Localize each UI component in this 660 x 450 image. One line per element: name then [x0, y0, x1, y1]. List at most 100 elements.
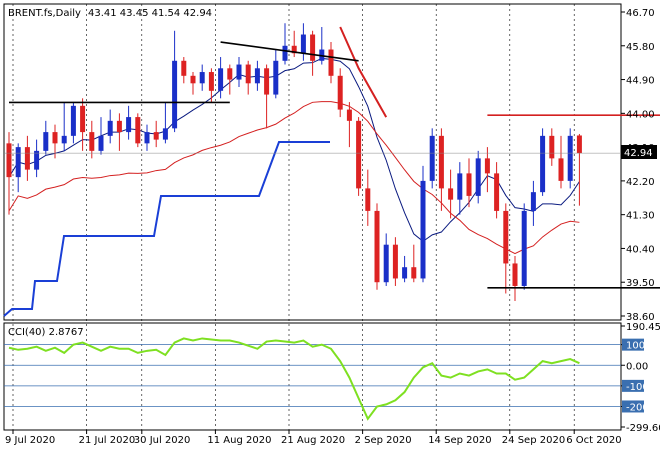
candle-body	[448, 188, 454, 200]
candle-body	[521, 210, 527, 286]
trend-lines	[4, 41, 660, 289]
candle-body	[411, 267, 417, 279]
candle-body	[328, 49, 334, 76]
candle-body	[245, 64, 251, 84]
price-tick-label: 44.00	[626, 109, 655, 120]
candle-body	[98, 135, 104, 151]
candle-body	[181, 60, 187, 76]
ohlc-readout: 43.41 43.45 41.54 42.94	[88, 8, 212, 19]
time-tick-label: 30 Jul 2020	[134, 435, 191, 446]
indicator-lines	[3, 26, 580, 317]
candle-body	[402, 267, 408, 279]
time-tick-label: 14 Sep 2020	[428, 435, 491, 446]
candle-body	[172, 60, 178, 129]
time-tick-label: 2 Sep 2020	[355, 435, 412, 446]
candle-body	[116, 120, 122, 133]
price-tick-label: 39.50	[626, 278, 655, 289]
candle-body	[310, 34, 316, 61]
candle-body	[107, 120, 113, 136]
candle-body	[89, 132, 95, 151]
cci-panel-frame	[3, 322, 622, 431]
cci-label: CCI(40) 2.8767	[8, 327, 84, 338]
candle-body	[34, 150, 40, 170]
vertical-grid	[12, 4, 575, 430]
candle-body	[337, 75, 343, 110]
cci-line	[8, 337, 580, 421]
candle-body	[70, 105, 76, 136]
candle-body	[24, 147, 30, 170]
candle-body	[208, 72, 214, 91]
chart-title: BRENT.fs,Daily	[8, 8, 81, 19]
candle-body	[135, 117, 141, 144]
candle-body	[466, 173, 472, 196]
time-tick-label: 11 Aug 2020	[207, 435, 271, 446]
price-tick-label: 42.20	[626, 177, 655, 188]
cci-tick-label: 100	[626, 341, 645, 352]
candle-body	[6, 143, 12, 178]
price-tick-label: 45.80	[626, 42, 655, 53]
candle-body	[549, 135, 555, 159]
candle-body	[567, 135, 573, 181]
time-tick-label: 9 Jul 2020	[5, 435, 55, 446]
time-tick-label: 21 Aug 2020	[281, 435, 345, 446]
candle-body	[273, 60, 279, 95]
candle-body	[420, 180, 426, 279]
candle-body	[236, 64, 242, 80]
cci-tick-label: -299.603	[626, 423, 660, 434]
price-tick-label: 44.90	[626, 76, 655, 87]
candle-body	[227, 68, 233, 80]
cci-indicator: 190.4581 100 0.00 -100 -200 -299.603	[4, 322, 660, 434]
current-price: 42.94	[624, 148, 653, 159]
black_triangle	[220, 41, 359, 62]
candle-body	[429, 135, 435, 181]
candle-body	[540, 135, 546, 193]
candle-body	[300, 34, 306, 54]
price-tick-label: 38.60	[626, 312, 655, 323]
candle-body	[126, 117, 132, 133]
cci-tick-label: -100	[626, 382, 649, 393]
navy-moving-average	[8, 57, 580, 243]
candle-body	[558, 158, 564, 181]
price-axis: 46.7045.8044.9044.0043.1042.2041.3040.40…	[621, 8, 655, 323]
candle-body	[346, 109, 352, 121]
candle-body	[254, 68, 260, 84]
red-moving-average	[8, 101, 580, 255]
price-tick-label: 41.30	[626, 211, 655, 222]
candle-body	[80, 105, 86, 133]
time-tick-label: 24 Sep 2020	[502, 435, 565, 446]
time-tick-label: 21 Jul 2020	[79, 435, 136, 446]
candle-body	[15, 147, 21, 178]
red-drop-line	[339, 26, 388, 118]
candle-body	[162, 128, 168, 140]
candle-body	[494, 173, 500, 211]
candle-body	[199, 72, 205, 84]
candle-body	[383, 244, 389, 283]
candle-body	[61, 135, 67, 144]
time-tick-label: 6 Oct 2020	[566, 435, 621, 446]
candle-body	[282, 45, 288, 61]
candle-body	[512, 263, 518, 286]
cci-tick-label: -200	[626, 402, 649, 413]
candlesticks	[6, 23, 582, 301]
cci-level-badge	[622, 338, 644, 351]
candle-body	[484, 158, 490, 174]
candle-body	[218, 68, 224, 91]
candle-body	[356, 120, 362, 189]
candle-body	[503, 210, 509, 264]
candle-body	[438, 135, 444, 189]
price-tick-label: 40.40	[626, 244, 655, 255]
candle-body	[291, 45, 297, 54]
candle-body	[530, 192, 536, 211]
candle-body	[365, 188, 371, 211]
candle-body	[43, 132, 49, 151]
price-tick-label: 46.70	[626, 8, 655, 19]
blue-step-line	[3, 141, 330, 317]
candle-body	[576, 135, 582, 154]
cci-level-badge	[622, 400, 644, 413]
candle-body	[392, 244, 398, 279]
cci-tick-label: 0.00	[626, 361, 648, 372]
candle-body	[457, 173, 463, 200]
candle-body	[374, 210, 380, 283]
